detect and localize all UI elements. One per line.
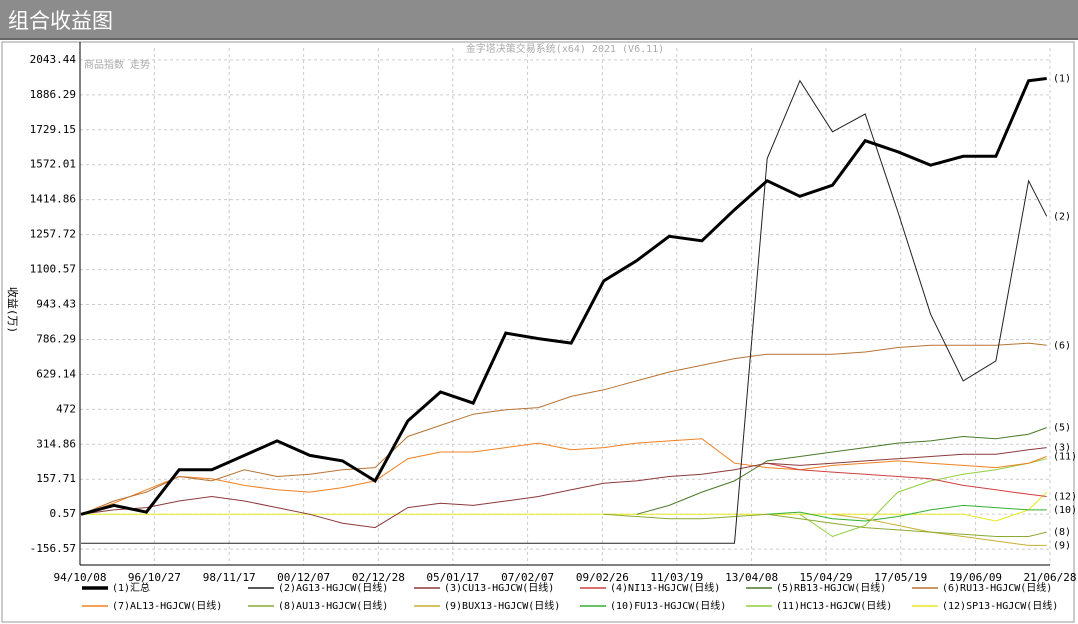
y-tick-label: 943.43 xyxy=(36,298,76,311)
end-label: (10) xyxy=(1053,505,1077,516)
end-label: (2) xyxy=(1053,211,1071,222)
y-tick-label: 1414.86 xyxy=(30,193,76,206)
end-label: (6) xyxy=(1053,340,1071,351)
y-tick-label: 629.14 xyxy=(36,367,76,380)
frame xyxy=(1,41,1075,623)
series-line xyxy=(832,513,1047,546)
x-tick-label: 11/03/19 xyxy=(650,571,703,584)
x-tick-label: 96/10/27 xyxy=(128,571,181,584)
y-tick-label: 1729.15 xyxy=(30,123,76,136)
end-label: (8) xyxy=(1053,527,1071,538)
end-label: (1) xyxy=(1053,73,1071,84)
x-tick-label: 19/06/09 xyxy=(949,571,1002,584)
y-tick-label: 1572.01 xyxy=(30,158,76,171)
legend-label: (9)BUX13-HGJCW(日线) xyxy=(444,599,560,612)
legend-label: (8)AU13-HGJCW(日线) xyxy=(278,599,388,612)
y-tick-label: 2043.44 xyxy=(30,53,77,66)
y-tick-label: 786.29 xyxy=(36,332,76,345)
end-label: (9) xyxy=(1053,540,1071,551)
y-tick-label: 1257.72 xyxy=(30,228,76,241)
x-tick-label: 94/10/08 xyxy=(54,571,107,584)
y-tick-label: 1100.57 xyxy=(30,263,76,276)
end-label: (11) xyxy=(1053,451,1077,462)
x-tick-label: 00/12/07 xyxy=(277,571,330,584)
series-line xyxy=(80,342,1047,515)
x-tick-label: 98/11/17 xyxy=(203,571,256,584)
legend-label: (2)AG13-HGJCW(日线) xyxy=(278,581,388,594)
x-tick-label: 02/12/28 xyxy=(352,571,405,584)
y-tick-label: 157.71 xyxy=(36,472,76,485)
x-tick-label: 17/05/19 xyxy=(874,571,927,584)
end-label: (5) xyxy=(1053,423,1071,434)
y-tick-label: 472 xyxy=(56,402,76,415)
series-line xyxy=(81,491,1048,522)
series-line xyxy=(80,438,1047,515)
x-tick-label: 13/04/08 xyxy=(725,571,778,584)
series-line xyxy=(767,462,1047,497)
y-tick-label: 1886.29 xyxy=(30,88,76,101)
end-label: (3) xyxy=(1053,443,1071,454)
legend-label: (3)CU13-HGJCW(日线) xyxy=(444,581,554,594)
chart-title: 金字塔决策交易系统(x64) 2021 (V6.11) xyxy=(466,42,664,55)
x-tick-label: 07/02/07 xyxy=(501,571,554,584)
end-label: (12) xyxy=(1053,492,1077,503)
series-line xyxy=(636,427,1047,515)
series-line xyxy=(799,458,1047,538)
y-tick-label: 0.57 xyxy=(50,507,77,520)
legend-label: (5)RB13-HGJCW(日线) xyxy=(776,581,886,594)
series-line xyxy=(81,79,1048,544)
series-line xyxy=(80,77,1047,516)
series-line xyxy=(603,513,1047,537)
legend-label: (11)HC13-HGJCW(日线) xyxy=(776,599,892,612)
legend-label: (7)AL13-HGJCW(日线) xyxy=(112,599,222,612)
x-tick-label: 05/01/17 xyxy=(426,571,479,584)
header-title: 组合收益图 xyxy=(8,9,113,33)
legend-label: (6)RU13-HGJCW(日线) xyxy=(942,581,1052,594)
x-tick-label: 15/04/29 xyxy=(800,571,853,584)
x-tick-label: 09/02/26 xyxy=(576,571,629,584)
y-tick-label: 314.86 xyxy=(36,437,76,450)
series-line xyxy=(81,447,1047,529)
legend-label: (12)SP13-HGJCW(日线) xyxy=(942,599,1058,612)
annotation: 商品指数 走势 xyxy=(84,58,150,71)
chart: 金字塔决策交易系统(x64) 2021 (V6.11) 商品指数 走势 收益(万… xyxy=(1,41,1077,623)
legend-label: (10)FU13-HGJCW(日线) xyxy=(610,599,726,612)
series-line xyxy=(767,504,1047,522)
y-axis-label: 收益(万) xyxy=(6,287,20,333)
legend-label: (1)汇总 xyxy=(112,581,150,594)
y-tick-label: -156.57 xyxy=(30,542,76,555)
header: 组合收益图 xyxy=(0,0,1078,40)
x-tick-label: 21/06/28 xyxy=(1024,571,1077,584)
legend-label: (4)NI13-HGJCW(日线) xyxy=(610,581,720,594)
